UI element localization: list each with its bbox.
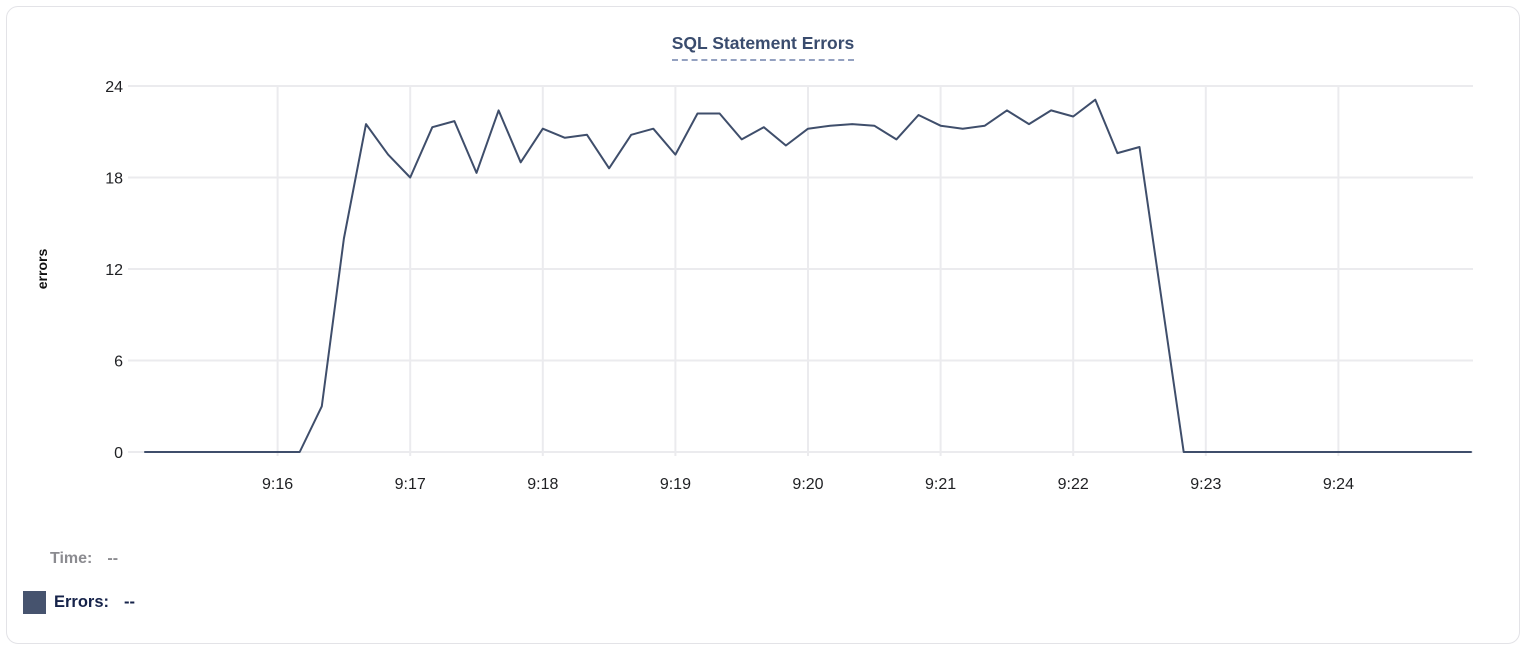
y-gridlines <box>128 85 1473 453</box>
y-tick-label: 12 <box>105 262 123 279</box>
plot-hover-area[interactable] <box>145 86 1471 452</box>
errors-series-swatch-icon <box>23 591 46 614</box>
x-tick-label: 9:16 <box>262 476 293 493</box>
y-tick-label: 6 <box>114 354 123 371</box>
x-tick-label: 9:22 <box>1058 476 1089 493</box>
x-tick-label: 9:23 <box>1190 476 1221 493</box>
x-tick-labels: 9:16 9:17 9:18 9:19 9:20 9:21 9:22 9:23 9:24 <box>262 476 1354 493</box>
y-tick-labels: 0 6 12 18 24 <box>105 79 123 462</box>
errors-line-chart[interactable]: 0 6 12 18 24 9:16 9:17 9:18 9:19 9:20 9:21 9:22 9:23… <box>7 7 1521 532</box>
y-tick-label: 18 <box>105 171 123 188</box>
x-tick-label: 9:24 <box>1323 476 1354 493</box>
y-axis-title: errors <box>34 249 50 290</box>
readout-row-time: Time: -- <box>50 550 118 568</box>
chart-title[interactable]: SQL Statement Errors <box>671 33 855 61</box>
x-tick-label: 9:19 <box>660 476 691 493</box>
time-value: -- <box>107 550 119 567</box>
y-tick-label: 24 <box>105 79 123 96</box>
time-label: Time: <box>50 550 93 567</box>
errors-series-line <box>144 98 1472 453</box>
chart-card: SQL Statement Errors 0 6 12 18 24 9:16 9:17 9:1… <box>6 6 1520 644</box>
x-tick-label: 9:17 <box>395 476 426 493</box>
x-tick-label: 9:21 <box>925 476 956 493</box>
x-tick-label: 9:18 <box>527 476 558 493</box>
x-gridlines <box>276 86 1340 456</box>
x-tick-label: 9:20 <box>792 476 823 493</box>
errors-label: Errors: <box>54 593 110 611</box>
errors-value: -- <box>124 593 136 611</box>
chart-title-container: SQL Statement Errors <box>7 33 1519 61</box>
y-tick-label: 0 <box>114 445 123 462</box>
readout-row-errors: Errors: -- <box>23 591 135 614</box>
